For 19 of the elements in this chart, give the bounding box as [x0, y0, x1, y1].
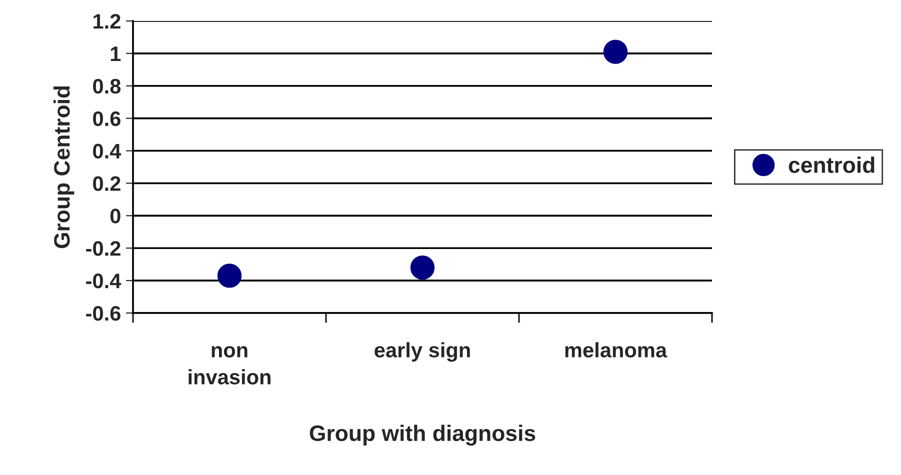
y-tick-label: -0.4 [86, 274, 122, 288]
y-tick-label: 1 [110, 46, 121, 61]
point [410, 255, 435, 280]
y-tick-label: 0.4 [93, 144, 122, 159]
x-axis-title: Group with diagnosis [310, 424, 536, 446]
y-tick-label: 0.8 [93, 78, 121, 94]
y-tick-label: 0.6 [93, 111, 120, 126]
x-tick-label: non invasion [188, 346, 270, 384]
legend-label: centroid [788, 156, 874, 173]
point [217, 264, 242, 288]
y-axis-title: Group Centroid [53, 86, 74, 248]
y-tick-label: -0.6 [86, 306, 120, 321]
y-tick-label: -0.2 [86, 241, 120, 256]
y-tick-label: 0 [110, 208, 120, 224]
point [603, 40, 628, 64]
y-tick-label: 1.2 [94, 14, 120, 29]
x-tick-label: early sign [374, 342, 470, 362]
y-tick-label: 0.2 [93, 176, 120, 191]
x-tick-label: melanoma [565, 342, 668, 358]
